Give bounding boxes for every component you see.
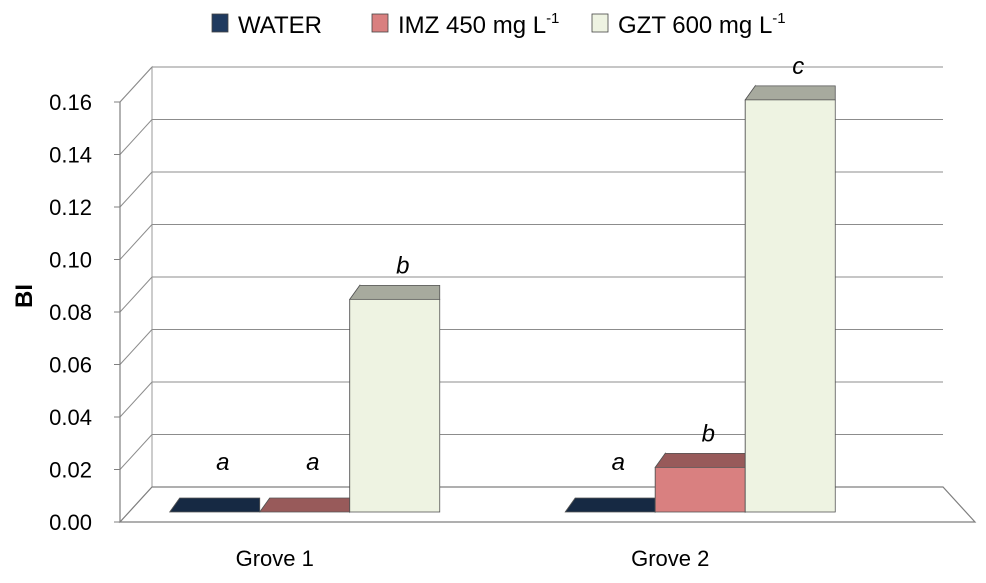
y-axis-title: BI bbox=[11, 284, 38, 308]
bar bbox=[744, 99, 836, 513]
data-labels: a a b a b c bbox=[216, 53, 804, 476]
gridline-side bbox=[119, 171, 153, 208]
chart-walls bbox=[118, 65, 977, 524]
legend-label: WATER bbox=[238, 12, 322, 39]
legend-label: GZT 600 mg L-1 bbox=[618, 10, 786, 39]
significance-label: b bbox=[702, 420, 715, 447]
y-tick-label: 0.04 bbox=[49, 405, 92, 430]
x-tick-label: Grove 2 bbox=[631, 546, 709, 571]
legend-label: IMZ 450 mg L-1 bbox=[398, 10, 559, 39]
y-tick-label: 0.02 bbox=[49, 458, 92, 483]
bar-top bbox=[348, 284, 441, 300]
gridline-side bbox=[119, 329, 153, 365]
legend-label-superscript: -1 bbox=[546, 10, 559, 27]
y-tick-label: 0.12 bbox=[49, 195, 92, 220]
legend: WATER IMZ 450 mg L-1 GZT 600 mg L-1 bbox=[211, 10, 786, 39]
gridline-side bbox=[119, 224, 153, 260]
significance-label: a bbox=[216, 449, 229, 476]
legend-label-superscript: -1 bbox=[772, 10, 785, 27]
bars bbox=[168, 84, 836, 514]
gridline-side bbox=[119, 434, 153, 470]
bar bbox=[349, 298, 441, 513]
gridline-side bbox=[119, 66, 153, 103]
bar-top bbox=[258, 497, 351, 513]
significance-label: c bbox=[792, 53, 804, 80]
y-tick-label: 0.06 bbox=[49, 353, 92, 378]
bar-top bbox=[564, 497, 656, 513]
gridline-side bbox=[119, 119, 153, 155]
y-tick-label: 0.10 bbox=[49, 248, 92, 273]
significance-label: a bbox=[306, 449, 319, 476]
axes: 0.00 0.02 0.04 0.06 0.08 0.10 0.12 0.14 0.16 BI Gr… bbox=[11, 90, 709, 571]
gridline-side bbox=[119, 276, 153, 313]
legend-swatch bbox=[211, 13, 229, 33]
legend-swatch bbox=[371, 13, 389, 33]
significance-label: a bbox=[612, 449, 625, 476]
legend-label-text: WATER bbox=[238, 12, 322, 39]
bar bbox=[654, 466, 746, 513]
bar-top bbox=[654, 452, 746, 468]
legend-swatch bbox=[591, 13, 609, 33]
legend-label-text: GZT 600 mg L bbox=[618, 12, 772, 39]
legend-label-text: IMZ 450 mg L bbox=[398, 12, 546, 39]
bar-top bbox=[168, 497, 261, 513]
y-tick-label: 0.14 bbox=[49, 143, 92, 168]
y-tick-label: 0.08 bbox=[49, 300, 92, 325]
significance-label: b bbox=[396, 252, 409, 279]
y-tick-label: 0.16 bbox=[49, 90, 92, 115]
gridline-side bbox=[119, 381, 153, 418]
x-tick-label: Grove 1 bbox=[236, 546, 314, 571]
bar-top bbox=[744, 85, 836, 101]
y-tick-label: 0.00 bbox=[49, 510, 92, 535]
